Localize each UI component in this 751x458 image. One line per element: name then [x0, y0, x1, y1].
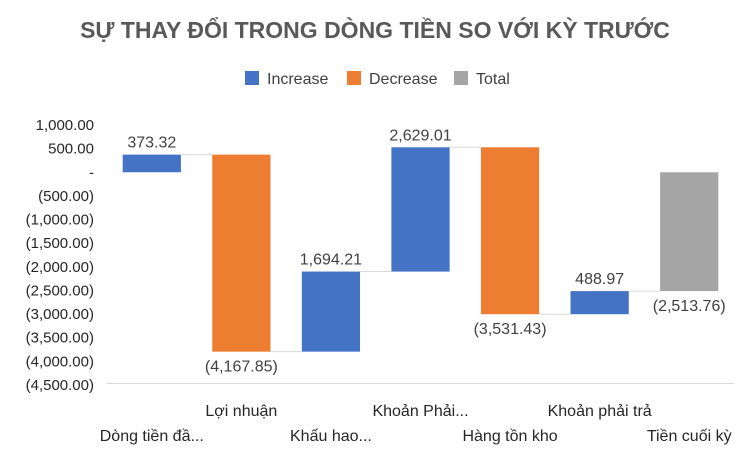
y-tick-label: 1,000.00 [36, 117, 94, 134]
data-label: (3,531.43) [474, 321, 547, 338]
data-label: 488.97 [575, 271, 624, 288]
chart-title: SỰ THAY ĐỔI TRONG DÒNG TIỀN SO VỚI KỲ TR… [80, 16, 670, 43]
bar-increase[interactable] [570, 291, 629, 315]
legend-entry-decrease[interactable]: Decrease [347, 71, 438, 88]
bar-decrease[interactable] [212, 154, 271, 352]
connector-lines [180, 146, 661, 353]
x-category-label: Dòng tiền đầ... [100, 428, 204, 445]
x-category-label: Khoản Phải... [372, 403, 468, 420]
bars [122, 147, 719, 352]
x-category-label: Khoản phải trả [548, 403, 652, 420]
legend-label-total: Total [476, 71, 510, 88]
data-label: 1,694.21 [300, 252, 362, 269]
y-tick-label: (4,000.00) [26, 353, 94, 370]
bar-increase[interactable] [391, 147, 450, 272]
x-category-label: Lợi nhuận [205, 403, 277, 420]
y-tick-label: (1,000.00) [26, 212, 94, 229]
x-category-label: Hàng tồn kho [462, 428, 557, 445]
y-tick-label: 500.00 [48, 141, 94, 158]
y-tick-label: (3,000.00) [26, 306, 94, 323]
y-tick-label: (3,500.00) [26, 330, 94, 347]
legend-swatch-total [454, 71, 468, 85]
data-labels: 373.32 (4,167.85) 1,694.21 2,629.01 (3,531.4… [127, 127, 725, 375]
bar-increase[interactable] [122, 154, 181, 173]
legend-label-increase: Increase [267, 71, 328, 88]
data-label: 373.32 [127, 135, 176, 152]
y-tick-label: (2,000.00) [26, 259, 94, 276]
bar-total[interactable] [660, 172, 719, 292]
y-tick-label: (4,500.00) [26, 377, 94, 394]
legend-swatch-increase [245, 71, 259, 85]
x-category-label: Khấu hao... [290, 428, 372, 445]
legend-entry-increase[interactable]: Increase [245, 71, 328, 88]
y-tick-label: (2,500.00) [26, 282, 94, 299]
bar-increase[interactable] [301, 271, 361, 352]
y-tick-label: - [89, 164, 94, 181]
legend-label-decrease: Decrease [369, 71, 438, 88]
y-axis: 1,000.00 500.00 - (500.00) (1,000.00) (1,500.… [26, 117, 94, 394]
x-category-label: Tiền cuối kỳ [647, 428, 732, 445]
data-label: (2,513.76) [653, 298, 726, 315]
legend-swatch-decrease [347, 71, 361, 85]
legend: Increase Decrease Total [245, 71, 510, 88]
bar-decrease[interactable] [480, 147, 540, 315]
y-tick-label: (500.00) [38, 188, 94, 205]
legend-entry-total[interactable]: Total [454, 71, 510, 88]
data-label: 2,629.01 [389, 127, 451, 144]
y-tick-label: (1,500.00) [26, 235, 94, 252]
data-label: (4,167.85) [205, 359, 278, 376]
